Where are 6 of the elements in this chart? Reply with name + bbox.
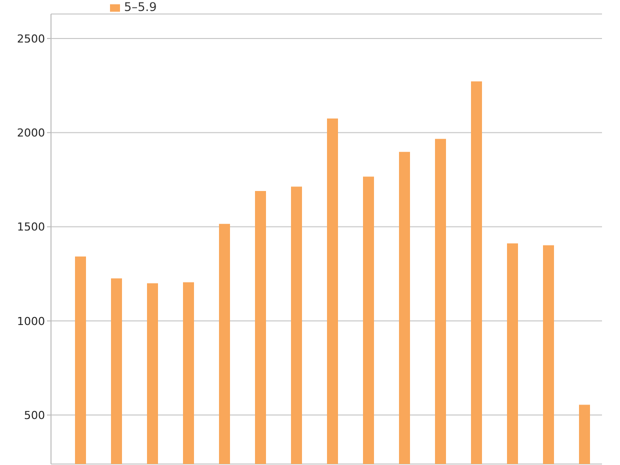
y-tick-label: 2500 [17, 32, 45, 46]
legend-label: 5–5.9 [124, 0, 157, 14]
y-tick-label: 1000 [17, 314, 45, 328]
y-tick-label: 500 [24, 408, 45, 422]
y-tick-label: 1500 [17, 220, 45, 234]
y-tick-label: 2000 [17, 126, 45, 140]
